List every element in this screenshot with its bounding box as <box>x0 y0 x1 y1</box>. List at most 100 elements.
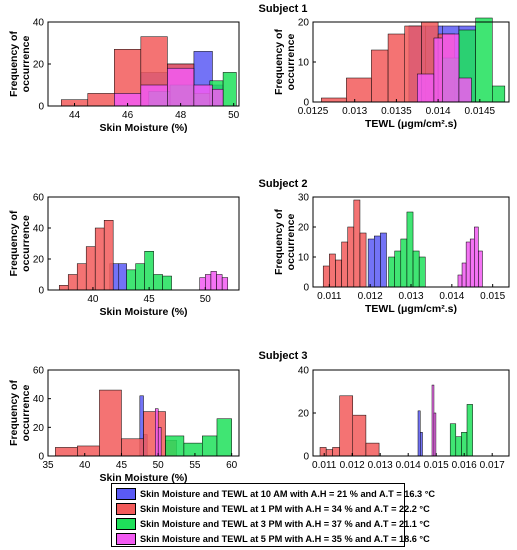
x-tick-label: 0.012 <box>358 291 383 302</box>
y-tick-label: 30 <box>298 193 310 204</box>
legend-label: Skin Moisture and TEWL at 10 AM with A.H… <box>140 488 436 499</box>
x-tick-label: 48 <box>175 110 187 121</box>
histogram-bar-magenta <box>469 238 475 288</box>
x-tick-label: 0.0145 <box>465 106 496 117</box>
histogram-bar-green <box>475 17 493 103</box>
histogram-bar-red <box>322 265 330 288</box>
y-tick-label: 20 <box>298 223 310 234</box>
y-tick-label: 40 <box>298 366 310 377</box>
histogram-bar-green <box>466 404 473 457</box>
histogram-bar-green <box>126 269 136 291</box>
plot-frame <box>47 369 240 457</box>
histogram-bar-green <box>222 72 237 107</box>
x-tick-label: 0.013 <box>398 291 423 302</box>
subplot: 0 20 40 44 46 48 50 Skin Moisture (%) Frequency … <box>8 18 240 135</box>
x-tick-label: 0.0135 <box>381 106 412 117</box>
subplot: 0 10 20 30 0.011 0.012 0.013 0.014 0.015 TEWL (μg… <box>273 193 510 315</box>
legend-entry: Skin Moisture and TEWL at 1 PM with A.H … <box>116 501 430 516</box>
x-tick-label: 46 <box>122 110 134 121</box>
y-tick-label: 60 <box>33 193 45 204</box>
histogram-bar-red <box>365 442 380 457</box>
histogram-bar-green <box>388 256 395 288</box>
x-tick-label: 0.017 <box>480 460 505 471</box>
histogram-bar-green <box>202 435 218 457</box>
histogram-bar-magenta <box>210 271 217 291</box>
histogram-bar-red <box>329 253 336 288</box>
x-tick-label: 55 <box>189 460 201 471</box>
histogram-bar-magenta <box>167 67 195 107</box>
histogram-bar-green <box>165 435 185 457</box>
subplot: 0 20 40 60 40 45 50 Skin Moisture (%) Frequency … <box>8 193 240 318</box>
subplot: 0 10 20 0.0125 0.013 0.0135 0.014 0.0145 TEWL (μ… <box>273 17 510 130</box>
histogram-bar-magenta <box>140 84 168 107</box>
y-axis-label: Frequency ofoccurrence <box>273 209 297 275</box>
x-tick-label: 45 <box>144 294 156 305</box>
histogram-bar-magenta <box>458 77 472 103</box>
legend-swatch-red <box>116 502 136 515</box>
y-axis-label: Frequency ofoccurrence <box>8 31 32 97</box>
y-axis-label: Frequency ofoccurrence <box>8 380 32 446</box>
histogram-bar-red <box>321 97 347 103</box>
histogram-bar-red <box>87 93 115 107</box>
x-tick-label: 0.014 <box>396 460 421 471</box>
histogram-bar-blue <box>380 232 387 288</box>
histogram-bar-red <box>121 438 144 457</box>
histogram-bar-blue <box>367 238 375 288</box>
histogram-bar-magenta <box>474 226 479 288</box>
histogram-bar-magenta <box>433 37 443 103</box>
y-tick-label: 20 <box>298 409 310 420</box>
histogram-bar-green <box>455 436 462 457</box>
x-tick-label: 0.014 <box>426 106 451 117</box>
histogram-bar-magenta <box>155 408 159 457</box>
x-tick-label: 45 <box>116 460 128 471</box>
legend-entry: Skin Moisture and TEWL at 10 AM with A.H… <box>116 486 435 501</box>
histogram-bar-green <box>162 275 172 291</box>
histogram-bar-green <box>153 274 163 291</box>
y-tick-label: 0 <box>303 283 309 294</box>
histogram-bar-red <box>335 259 342 288</box>
histogram-bar-red <box>325 449 333 457</box>
y-axis-label: Frequency ofoccurrence <box>8 210 32 276</box>
x-tick-label: 60 <box>226 460 238 471</box>
y-tick-label: 0 <box>303 98 309 109</box>
histogram-bar-magenta <box>442 33 460 103</box>
histogram-bar-red <box>347 226 355 288</box>
legend: Skin Moisture and TEWL at 10 AM with A.H… <box>111 483 435 547</box>
x-axis-label: Skin Moisture (%) <box>99 306 187 318</box>
x-axis-label: TEWL (μgm/cm².s) <box>365 118 457 130</box>
y-tick-label: 0 <box>38 102 44 113</box>
histogram-bar-magenta <box>205 274 212 291</box>
histogram-bar-red <box>55 447 78 457</box>
y-tick-label: 40 <box>33 224 45 235</box>
x-tick-label: 44 <box>69 110 81 121</box>
histogram-bar-red <box>67 274 78 291</box>
histogram-bar-magenta <box>157 427 162 457</box>
x-tick-label: 0.011 <box>317 291 342 302</box>
x-tick-label: 0.012 <box>340 460 365 471</box>
x-tick-label: 50 <box>228 110 240 121</box>
legend-entry: Skin Moisture and TEWL at 3 PM with A.H … <box>116 516 430 531</box>
y-tick-label: 20 <box>33 60 45 71</box>
plot-frame <box>47 196 240 291</box>
histogram-bar-red <box>76 263 87 291</box>
histogram-bar-magenta <box>212 88 224 107</box>
histogram-bar-green <box>135 263 145 291</box>
histogram-bar-magenta <box>478 250 483 288</box>
histogram-bar-green <box>400 238 408 288</box>
histogram-bar-red <box>99 389 122 457</box>
histogram-bar-green <box>394 250 402 288</box>
x-tick-label: 0.016 <box>452 460 477 471</box>
y-tick-label: 40 <box>33 394 45 405</box>
histogram-bar-green <box>418 256 426 288</box>
x-axis-label: TEWL (μgm/cm².s) <box>365 303 457 315</box>
y-tick-label: 10 <box>298 58 310 69</box>
x-tick-label: 0.015 <box>424 460 449 471</box>
histogram-bar-blue <box>374 235 381 288</box>
histogram-bar-red <box>341 241 348 288</box>
histogram-bar-red <box>371 49 389 103</box>
legend-entry: Skin Moisture and TEWL at 5 PM with A.H … <box>116 531 430 546</box>
x-axis-label: Skin Moisture (%) <box>99 472 187 484</box>
y-tick-label: 10 <box>298 253 310 264</box>
subplot-section-title: Subject 2 <box>259 178 308 190</box>
histogram-bar-red <box>85 246 96 291</box>
